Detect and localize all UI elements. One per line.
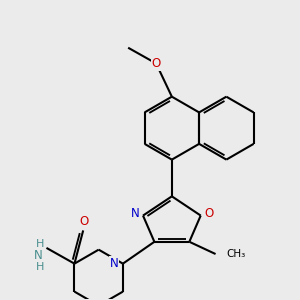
Text: H: H: [36, 239, 44, 249]
Text: N: N: [131, 207, 140, 220]
Text: O: O: [152, 57, 161, 70]
Text: N: N: [34, 249, 43, 262]
Text: N: N: [110, 257, 118, 270]
Text: O: O: [80, 215, 89, 228]
Text: O: O: [204, 207, 213, 220]
Text: H: H: [36, 262, 44, 272]
Text: CH₃: CH₃: [226, 249, 245, 259]
